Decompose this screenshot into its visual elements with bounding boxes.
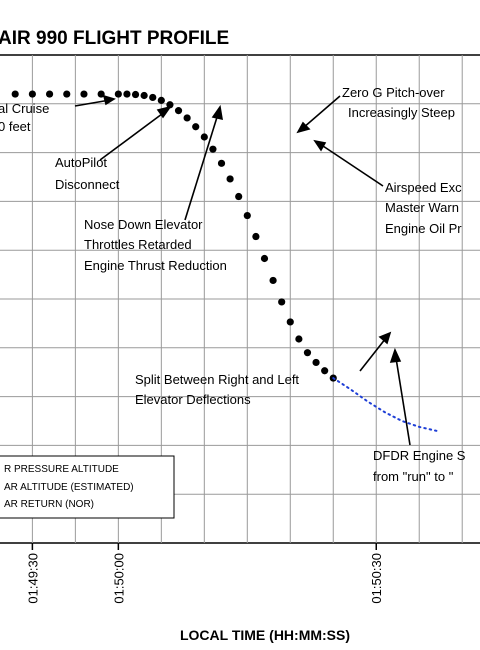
arrow-cruise [74,94,116,107]
annotation-zero-g: Zero G Pitch-over Increasingly Steep [342,85,455,120]
annotation-arrows [74,94,411,446]
data-point [11,90,19,98]
svg-text:Master Warn: Master Warn [385,200,459,215]
data-point [278,298,286,306]
annotation-dfdr: DFDR Engine S from "run" to " [373,448,466,484]
data-point [226,175,234,183]
arrow-split [359,331,392,372]
data-point [123,90,131,98]
data-point [131,90,140,99]
svg-text:al Cruise: al Cruise [0,101,49,116]
svg-text:Nose Down Elevator: Nose Down Elevator [84,217,203,232]
data-point [235,192,243,201]
svg-text:Increasingly Steep: Increasingly Steep [348,105,455,120]
x-tick-label: 01:49:30 [25,553,40,604]
svg-text:Split Between Right and Left: Split Between Right and Left [135,372,299,387]
data-point [243,211,251,220]
data-point [166,101,174,109]
data-point [157,96,165,104]
annotation-autopilot: AutoPilot Disconnect [55,155,120,192]
grid-lines [0,55,480,543]
annotation-cruise: al Cruise 0 feet [0,101,49,134]
svg-text:Throttles Retarded: Throttles Retarded [84,237,192,252]
svg-text:Engine Thrust Reduction: Engine Thrust Reduction [84,258,227,273]
legend: R PRESSURE ALTITUDE AR ALTITUDE (ESTIMAT… [0,455,175,519]
legend-box [0,455,175,519]
svg-text:Elevator Deflections: Elevator Deflections [135,392,251,407]
series-line [332,377,438,432]
data-point [140,91,148,100]
data-point [321,367,329,375]
x-axis-label: LOCAL TIME (HH:MM:SS) [180,627,350,643]
data-point [312,358,320,367]
arrow-airspeed [313,139,384,187]
svg-text:from "run" to ": from "run" to " [373,469,454,484]
data-point [80,90,88,98]
legend-entry: AR RETURN (NOR) [4,499,94,510]
data-point [192,123,200,131]
data-point [286,318,294,326]
data-point [269,276,277,285]
data-point [174,107,183,115]
data-point [217,159,226,167]
chart-title: AIR 990 FLIGHT PROFILE [0,28,229,49]
legend-entry: R PRESSURE ALTITUDE [4,464,119,475]
arrow-autopilot [99,105,172,161]
data-point [303,349,312,357]
data-point [28,90,36,98]
annotation-split: Split Between Right and Left Elevator De… [135,372,299,407]
annotation-airspeed: Airspeed Exc Master Warn Engine Oil Pr [385,180,462,236]
data-point [45,90,54,98]
data-point [63,90,71,98]
data-point [149,93,157,102]
data-point [114,90,122,98]
svg-text:AutoPilot: AutoPilot [55,155,107,170]
data-point [252,232,260,241]
data-point [200,133,208,141]
x-axis-ticks: 01:49:30 01:50:00 01:50:30 [25,543,384,604]
data-series [11,90,438,432]
data-point [183,114,191,122]
legend-entry: AR ALTITUDE (ESTIMATED) [4,482,134,493]
svg-text:0 feet: 0 feet [0,119,31,134]
data-point [97,90,105,98]
x-tick-label: 01:50:30 [369,553,384,604]
svg-text:Disconnect: Disconnect [55,177,120,192]
arrow-zero-g [296,95,341,134]
svg-text:Airspeed Exc: Airspeed Exc [385,180,462,195]
x-tick-label: 01:50:00 [111,553,126,604]
arrow-dfdr [389,347,411,446]
svg-text:Zero G Pitch-over: Zero G Pitch-over [342,85,445,100]
annotation-nose-down: Nose Down Elevator Throttles Retarded En… [84,217,227,273]
data-point [260,254,269,263]
svg-text:Engine Oil Pr: Engine Oil Pr [385,221,462,236]
data-point [295,335,303,343]
data-point [209,145,217,153]
svg-text:DFDR Engine S: DFDR Engine S [373,448,466,463]
arrow-nose-down [184,104,223,221]
